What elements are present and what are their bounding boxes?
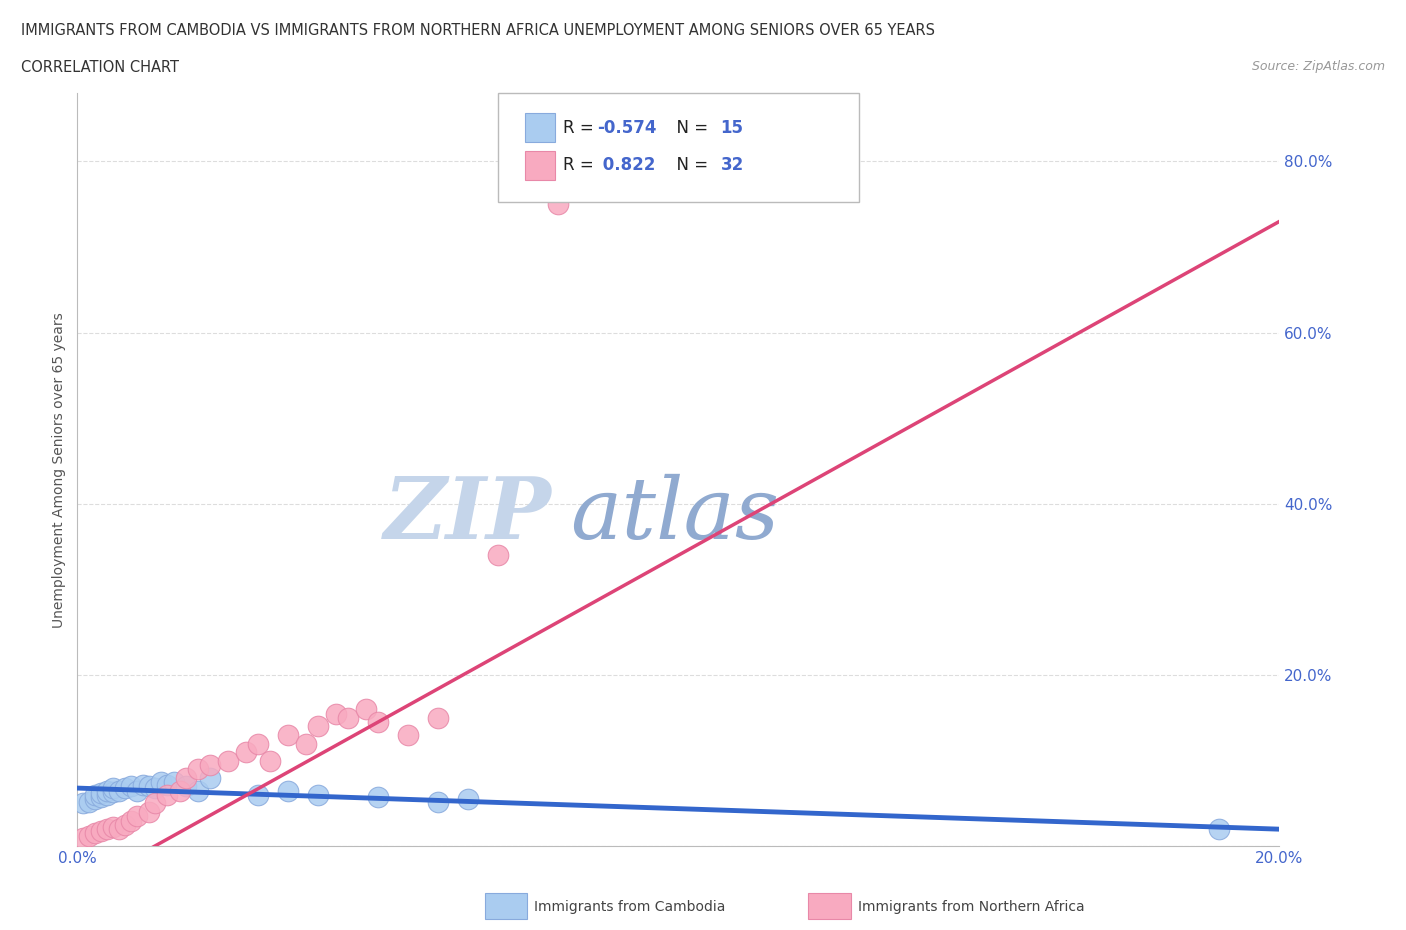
- Text: N =: N =: [666, 119, 714, 137]
- Point: [132, 777, 155, 792]
- Point: [367, 715, 389, 730]
- Point: [427, 794, 450, 809]
- Point: [457, 791, 479, 806]
- Point: [427, 711, 450, 725]
- Point: [547, 197, 569, 212]
- Point: [90, 786, 112, 801]
- Point: [103, 785, 125, 800]
- Text: Source: ZipAtlas.com: Source: ZipAtlas.com: [1251, 60, 1385, 73]
- Point: [103, 780, 125, 795]
- Text: 15: 15: [720, 119, 744, 137]
- Point: [486, 548, 509, 563]
- Point: [198, 758, 221, 773]
- Text: Immigrants from Cambodia: Immigrants from Cambodia: [534, 899, 725, 914]
- Point: [114, 780, 136, 795]
- Point: [120, 813, 142, 828]
- Point: [186, 762, 209, 777]
- Point: [169, 783, 191, 798]
- Point: [396, 727, 419, 742]
- Point: [108, 783, 131, 798]
- Point: [1208, 822, 1230, 837]
- Point: [354, 702, 377, 717]
- Point: [72, 796, 94, 811]
- Point: [138, 804, 160, 819]
- Point: [174, 779, 197, 794]
- FancyBboxPatch shape: [498, 93, 859, 202]
- Text: 32: 32: [720, 156, 744, 174]
- Y-axis label: Unemployment Among Seniors over 65 years: Unemployment Among Seniors over 65 years: [52, 312, 66, 628]
- Text: atlas: atlas: [571, 473, 779, 556]
- Point: [90, 790, 112, 804]
- Point: [162, 775, 184, 790]
- FancyBboxPatch shape: [524, 113, 554, 142]
- Point: [103, 820, 125, 835]
- Text: ZIP: ZIP: [384, 473, 553, 556]
- Point: [108, 822, 131, 837]
- Point: [367, 790, 389, 804]
- Point: [96, 822, 118, 837]
- Point: [84, 826, 107, 841]
- Point: [246, 788, 269, 803]
- Point: [259, 753, 281, 768]
- Text: Immigrants from Northern Africa: Immigrants from Northern Africa: [858, 899, 1084, 914]
- Point: [120, 779, 142, 794]
- Point: [198, 770, 221, 785]
- Point: [235, 745, 257, 760]
- Point: [307, 719, 329, 734]
- Point: [336, 711, 359, 725]
- Point: [186, 783, 209, 798]
- Point: [156, 788, 179, 803]
- Point: [145, 780, 167, 795]
- Point: [246, 737, 269, 751]
- Point: [145, 796, 167, 811]
- Point: [150, 775, 173, 790]
- Point: [96, 788, 118, 803]
- Point: [174, 770, 197, 785]
- Point: [277, 783, 299, 798]
- Point: [90, 823, 112, 838]
- Point: [84, 791, 107, 806]
- Point: [277, 727, 299, 742]
- Point: [79, 829, 101, 844]
- Text: IMMIGRANTS FROM CAMBODIA VS IMMIGRANTS FROM NORTHERN AFRICA UNEMPLOYMENT AMONG S: IMMIGRANTS FROM CAMBODIA VS IMMIGRANTS F…: [21, 23, 935, 38]
- Point: [96, 783, 118, 798]
- Point: [114, 817, 136, 832]
- Point: [79, 794, 101, 809]
- Point: [127, 783, 149, 798]
- Point: [84, 788, 107, 803]
- Text: R =: R =: [562, 156, 599, 174]
- Point: [217, 753, 239, 768]
- Text: R =: R =: [562, 119, 599, 137]
- Point: [307, 788, 329, 803]
- Point: [325, 706, 347, 721]
- Point: [127, 809, 149, 824]
- Point: [138, 779, 160, 794]
- FancyBboxPatch shape: [524, 151, 554, 179]
- Text: CORRELATION CHART: CORRELATION CHART: [21, 60, 179, 75]
- Text: 0.822: 0.822: [596, 156, 655, 174]
- Text: -0.574: -0.574: [596, 119, 657, 137]
- Point: [72, 830, 94, 845]
- Point: [156, 777, 179, 792]
- Point: [294, 737, 316, 751]
- Text: N =: N =: [666, 156, 714, 174]
